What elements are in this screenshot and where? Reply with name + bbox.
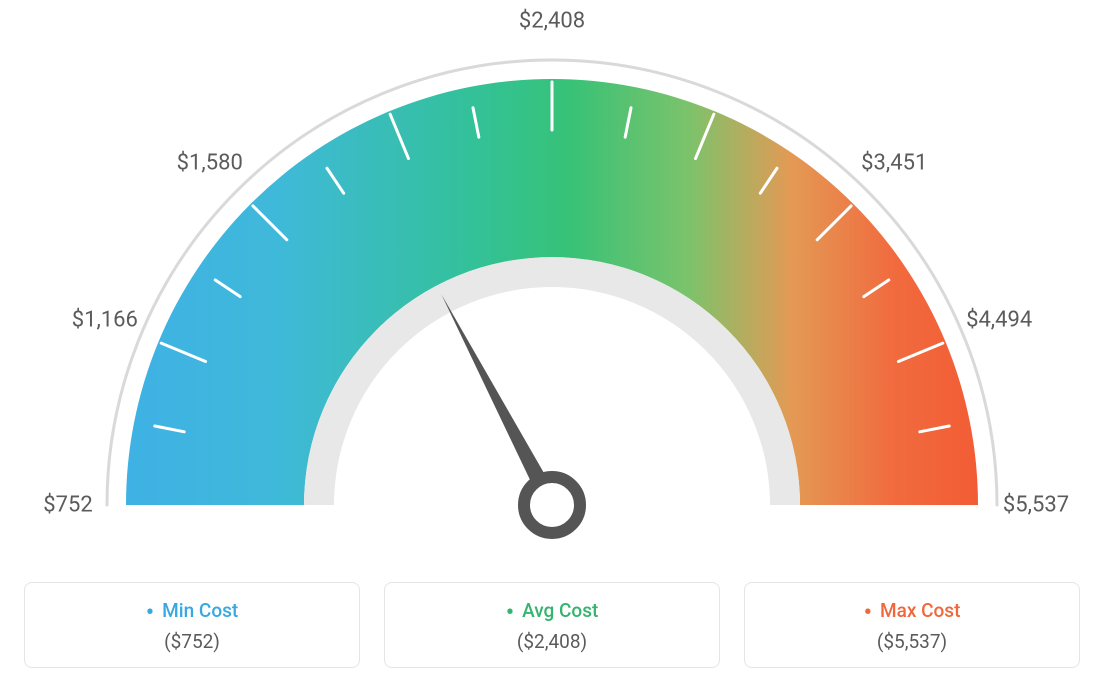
legend-title-min: Min Cost bbox=[25, 599, 359, 622]
legend-row: Min Cost ($752) Avg Cost ($2,408) Max Co… bbox=[0, 582, 1104, 668]
legend-card-avg: Avg Cost ($2,408) bbox=[384, 582, 720, 668]
gauge-scale-label: $752 bbox=[43, 493, 92, 518]
gauge-scale-label: $5,537 bbox=[1003, 493, 1069, 518]
legend-card-min: Min Cost ($752) bbox=[24, 582, 360, 668]
legend-value-avg: ($2,408) bbox=[385, 630, 719, 653]
legend-card-max: Max Cost ($5,537) bbox=[744, 582, 1080, 668]
legend-title-avg: Avg Cost bbox=[385, 599, 719, 622]
gauge-scale-label: $1,166 bbox=[72, 307, 138, 332]
gauge-scale-label: $1,580 bbox=[177, 150, 243, 175]
cost-gauge-infographic: $752 $1,166 $1,580 $2,408 $3,451 $4,494 $5,537… bbox=[0, 0, 1104, 690]
gauge-scale-label: $4,494 bbox=[966, 307, 1032, 332]
gauge-scale-label: $3,451 bbox=[861, 150, 927, 175]
legend-title-max: Max Cost bbox=[745, 599, 1079, 622]
gauge-scale-label: $2,408 bbox=[519, 9, 585, 34]
gauge-area: $752 $1,166 $1,580 $2,408 $3,451 $4,494 $5,537 bbox=[0, 0, 1104, 560]
gauge-svg bbox=[0, 0, 1104, 560]
legend-value-max: ($5,537) bbox=[745, 630, 1079, 653]
legend-value-min: ($752) bbox=[25, 630, 359, 653]
